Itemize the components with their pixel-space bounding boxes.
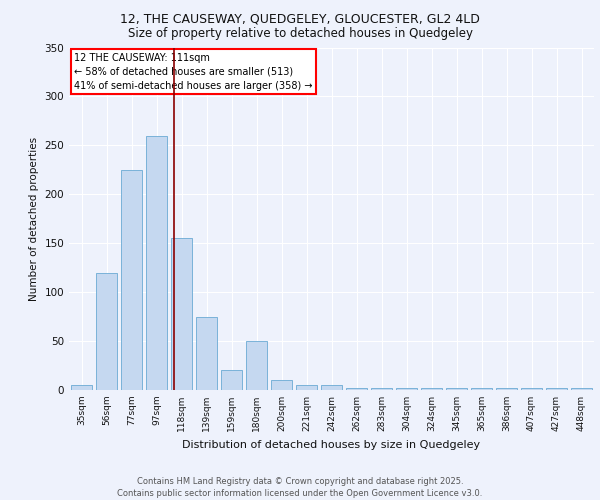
Bar bbox=[196, 316, 217, 390]
Bar bbox=[71, 385, 92, 390]
Bar bbox=[571, 388, 592, 390]
Bar bbox=[496, 388, 517, 390]
Text: Size of property relative to detached houses in Quedgeley: Size of property relative to detached ho… bbox=[128, 28, 473, 40]
Bar bbox=[221, 370, 242, 390]
Bar bbox=[521, 388, 542, 390]
Bar bbox=[346, 388, 367, 390]
Bar bbox=[396, 388, 417, 390]
Bar bbox=[421, 388, 442, 390]
Bar bbox=[371, 388, 392, 390]
Bar bbox=[321, 385, 342, 390]
Bar bbox=[471, 388, 492, 390]
Bar bbox=[446, 388, 467, 390]
Bar bbox=[296, 385, 317, 390]
Bar bbox=[121, 170, 142, 390]
Bar bbox=[271, 380, 292, 390]
Bar bbox=[146, 136, 167, 390]
Text: 12 THE CAUSEWAY: 111sqm
← 58% of detached houses are smaller (513)
41% of semi-d: 12 THE CAUSEWAY: 111sqm ← 58% of detache… bbox=[74, 52, 313, 90]
Bar bbox=[171, 238, 192, 390]
Y-axis label: Number of detached properties: Number of detached properties bbox=[29, 136, 39, 301]
Bar bbox=[96, 272, 117, 390]
Text: 12, THE CAUSEWAY, QUEDGELEY, GLOUCESTER, GL2 4LD: 12, THE CAUSEWAY, QUEDGELEY, GLOUCESTER,… bbox=[120, 12, 480, 26]
Text: Contains HM Land Registry data © Crown copyright and database right 2025.
Contai: Contains HM Land Registry data © Crown c… bbox=[118, 476, 482, 498]
X-axis label: Distribution of detached houses by size in Quedgeley: Distribution of detached houses by size … bbox=[182, 440, 481, 450]
Bar bbox=[546, 388, 567, 390]
Bar bbox=[246, 341, 267, 390]
